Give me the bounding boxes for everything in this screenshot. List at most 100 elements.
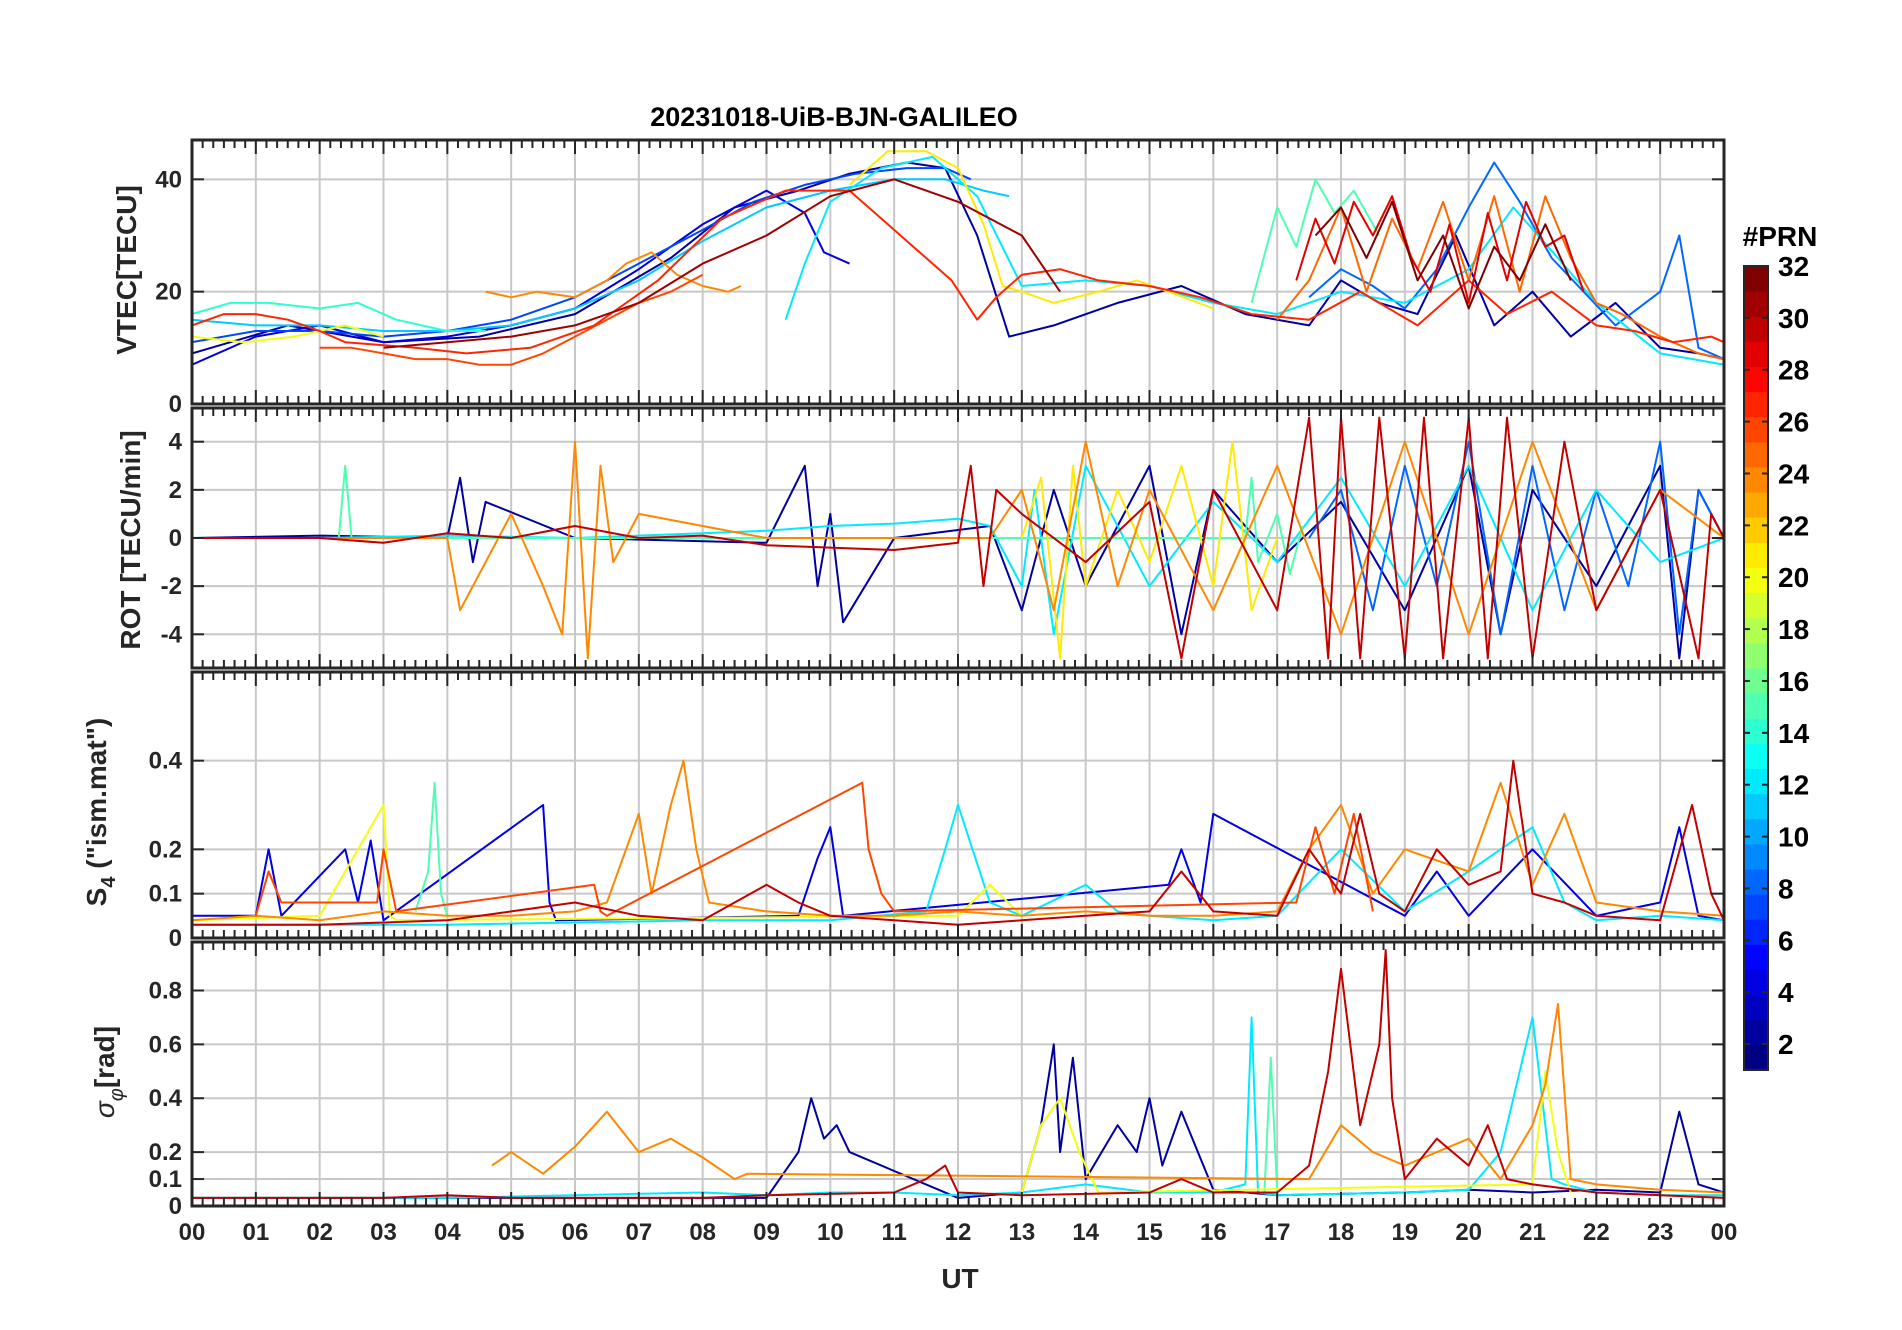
s4-y-tick-label: 0.4 <box>149 748 183 775</box>
colorbar-segment <box>1744 592 1768 619</box>
colorbar-tick-label: 32 <box>1778 251 1809 282</box>
colorbar-segment <box>1744 743 1768 769</box>
vtec-series-prn-12 <box>784 155 1724 366</box>
colorbar-segment <box>1744 793 1768 820</box>
vtec-series-prn-8 <box>1308 161 1724 361</box>
s4-frame <box>190 670 1726 940</box>
s4-series-prn-4 <box>192 804 1724 922</box>
vtec-series-prn-32 <box>1314 200 1572 310</box>
x-tick-label: 14 <box>1072 1219 1099 1246</box>
rot-y-tick-label: -2 <box>161 573 182 600</box>
sigphi-series-prn-20 <box>1020 1070 1572 1194</box>
colorbar-segment <box>1744 869 1768 895</box>
rot-series-prn-12 <box>192 464 1724 636</box>
colorbar-segment <box>1744 894 1768 920</box>
vtec-series-prn-14 <box>192 301 486 332</box>
colorbar-segment <box>1744 994 1768 1021</box>
sigphi-frame <box>190 940 1726 1208</box>
s4-series-prn-24 <box>192 759 1724 922</box>
colorbar-tick-label: 16 <box>1778 666 1809 697</box>
sigphi-y-tick-label: 0.8 <box>149 977 182 1004</box>
rot-y-ticks: -4 -2 0 2 4 <box>161 429 1724 648</box>
x-tick-label: 13 <box>1008 1219 1035 1246</box>
x-tick-labels: 00 01 02 03 04 05 06 07 08 09 10 11 12 13 14 15 16 17 18 19… <box>179 1219 1738 1246</box>
colorbar-segment <box>1744 944 1768 970</box>
s4-panel: S4 ("ism.mat") 0 0.1 0.2 0.4 <box>81 670 1726 952</box>
colorbar-segment <box>1744 642 1768 669</box>
colorbar-segment <box>1744 441 1768 468</box>
x-tick-label: 01 <box>242 1219 269 1246</box>
rot-series-prn-30 <box>192 416 1724 660</box>
chart-title: 20231018-UiB-BJN-GALILEO <box>650 102 1018 132</box>
s4-series-prn-30 <box>192 759 1724 926</box>
colorbar-tick-label: 30 <box>1778 303 1809 334</box>
colorbar-tick-label: 24 <box>1778 458 1810 489</box>
colorbar-segment <box>1744 567 1768 594</box>
x-tick-label: 16 <box>1200 1219 1227 1246</box>
colorbar-tick-label: 26 <box>1778 407 1809 438</box>
rot-series-prn-21 <box>1020 440 1279 660</box>
sigphi-y-tick-label: 0 <box>169 1193 182 1220</box>
colorbar-segment <box>1744 768 1768 795</box>
vtec-series-prn-15 <box>1250 178 1381 304</box>
s4-ylabel: S4 ("ism.mat") <box>81 718 120 907</box>
vtec-series-prn-24 <box>485 251 742 299</box>
rot-series-group <box>192 416 1724 660</box>
vtec-y-tick-label: 20 <box>155 279 182 306</box>
sigphi-panel: σφ[rad] 00.10.2 0.4 0.6 0.8 <box>89 940 1726 1220</box>
colorbar-tick-label: 20 <box>1778 562 1809 593</box>
vtec-panel: VTEC[TECU] 0 20 40 <box>111 138 1726 418</box>
s4-series-group <box>192 759 1724 926</box>
x-tick-label: 03 <box>370 1219 397 1246</box>
colorbar-tick-label: 2 <box>1778 1029 1794 1060</box>
vtec-series-prn-21 <box>848 150 1214 310</box>
vtec-series-prn-29 <box>1295 195 1585 304</box>
s4-y-ticks: 0 0.1 0.2 0.4 <box>149 748 1724 952</box>
x-tick-label: 05 <box>498 1219 525 1246</box>
rot-y-tick-label: 2 <box>169 477 182 504</box>
vtec-frame <box>190 138 1726 406</box>
x-tick-label: 07 <box>625 1219 652 1246</box>
sigphi-y-tick-label: 0.1 <box>149 1166 182 1193</box>
colorbar-segment <box>1744 291 1768 317</box>
x-axis-label: UT <box>941 1263 978 1294</box>
colorbar-tick-label: 22 <box>1778 510 1809 541</box>
x-tick-label: 02 <box>306 1219 333 1246</box>
x-tick-label: 04 <box>434 1219 461 1246</box>
rot-y-tick-label: 0 <box>169 525 182 552</box>
sigphi-series-prn-12 <box>192 1016 1724 1199</box>
rot-series-prn-8 <box>1308 440 1724 636</box>
rot-panel: ROT [TECU/min] -4 -2 0 2 4 <box>115 406 1726 670</box>
x-tick-label: 00 <box>1711 1219 1738 1246</box>
colorbar-segment <box>1744 843 1768 870</box>
colorbar-segment <box>1744 517 1768 543</box>
s4-ylabel-main: S <box>81 888 112 907</box>
colorbar-tick-label: 8 <box>1778 873 1794 904</box>
sigphi-series-prn-15 <box>1263 1056 1279 1193</box>
colorbar-segment <box>1744 693 1768 719</box>
x-tick-label: 18 <box>1328 1219 1355 1246</box>
vtec-series-prn-27 <box>192 189 1724 355</box>
colorbar-segment <box>1744 316 1768 342</box>
vtec-series-prn-31 <box>383 178 1061 349</box>
sigphi-grid <box>192 942 1724 1207</box>
s4-series-prn-20 <box>192 804 1023 922</box>
colorbar-frame <box>1743 265 1769 1071</box>
colorbar-segment <box>1744 416 1768 443</box>
x-tick-label: 11 <box>881 1219 906 1246</box>
colorbar-segment <box>1744 467 1768 493</box>
s4-y-tick-label: 0.2 <box>149 836 182 863</box>
rot-series-prn-2 <box>192 464 1724 660</box>
colorbar-tick-label: 6 <box>1778 925 1794 956</box>
colorbar-segment <box>1744 366 1768 393</box>
x-tick-label: 06 <box>562 1219 589 1246</box>
colorbar-tick-label: 12 <box>1778 770 1809 801</box>
vtec-series-prn-7 <box>192 167 972 344</box>
colorbar-segment <box>1744 1044 1768 1071</box>
colorbar-segment <box>1744 341 1768 367</box>
x-tick-label: 20 <box>1455 1219 1482 1246</box>
rot-frame <box>190 406 1726 670</box>
colorbar-tick-label: 4 <box>1778 977 1794 1008</box>
colorbar-label: #PRN <box>1743 221 1818 252</box>
